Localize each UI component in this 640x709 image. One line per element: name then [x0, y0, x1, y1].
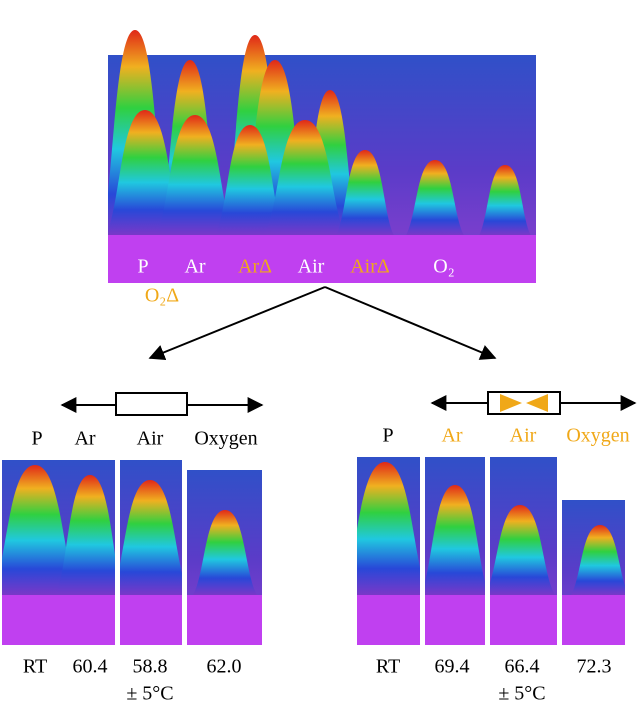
peak — [263, 120, 347, 235]
temperature: 62.0 — [207, 656, 242, 678]
label: Oxygen — [194, 428, 257, 450]
peak — [2, 465, 80, 595]
peak — [357, 462, 420, 595]
peak — [54, 475, 115, 595]
peak — [193, 510, 257, 595]
top-label: Air — [298, 256, 325, 278]
top-label: P — [137, 256, 148, 278]
peak — [214, 125, 286, 235]
top-label: ArΔ — [238, 256, 272, 278]
temperature: 69.4 — [435, 656, 470, 678]
label: Ar — [74, 428, 95, 450]
label: P — [382, 425, 393, 447]
label: Air — [137, 428, 164, 450]
surface — [108, 30, 536, 283]
surface — [2, 460, 115, 645]
peak — [155, 115, 235, 235]
surface — [490, 457, 557, 645]
box — [115, 392, 188, 416]
surface-images — [2, 30, 625, 645]
label: Oxygen — [566, 425, 629, 447]
arrow — [148, 286, 326, 360]
surface — [357, 457, 420, 645]
temperature: 72.3 — [577, 656, 612, 678]
bowtie — [500, 394, 548, 412]
base-band — [120, 595, 182, 645]
top-label: O₂Δ — [145, 285, 179, 307]
tolerance: ± 5°C — [126, 683, 173, 705]
base-band — [2, 595, 115, 645]
peak — [336, 150, 394, 235]
temperature: RT — [23, 656, 47, 678]
label: P — [31, 428, 42, 450]
base-band — [490, 595, 557, 645]
box — [487, 391, 561, 415]
tolerance: ± 5°C — [498, 683, 545, 705]
peak — [490, 505, 556, 595]
peak — [425, 485, 485, 595]
base-band — [425, 595, 485, 645]
label: Air — [510, 425, 537, 447]
base-band — [357, 595, 420, 645]
base-band — [108, 235, 536, 283]
temperature: 60.4 — [73, 656, 108, 678]
arrow — [324, 286, 497, 360]
temperature: 66.4 — [505, 656, 540, 678]
surface — [187, 470, 262, 645]
top-label: O₂ — [433, 256, 454, 278]
surface — [425, 457, 485, 645]
top-label: Ar — [184, 256, 205, 278]
base-band — [562, 595, 625, 645]
surface — [120, 460, 182, 645]
label: Ar — [441, 425, 462, 447]
surface — [562, 500, 625, 645]
top-label: AirΔ — [350, 256, 390, 278]
peak — [571, 525, 625, 595]
peak — [406, 160, 464, 235]
temperature: 58.8 — [133, 656, 168, 678]
temperature: RT — [376, 656, 400, 678]
peak — [120, 480, 182, 595]
peak — [479, 165, 531, 235]
base-band — [187, 595, 262, 645]
